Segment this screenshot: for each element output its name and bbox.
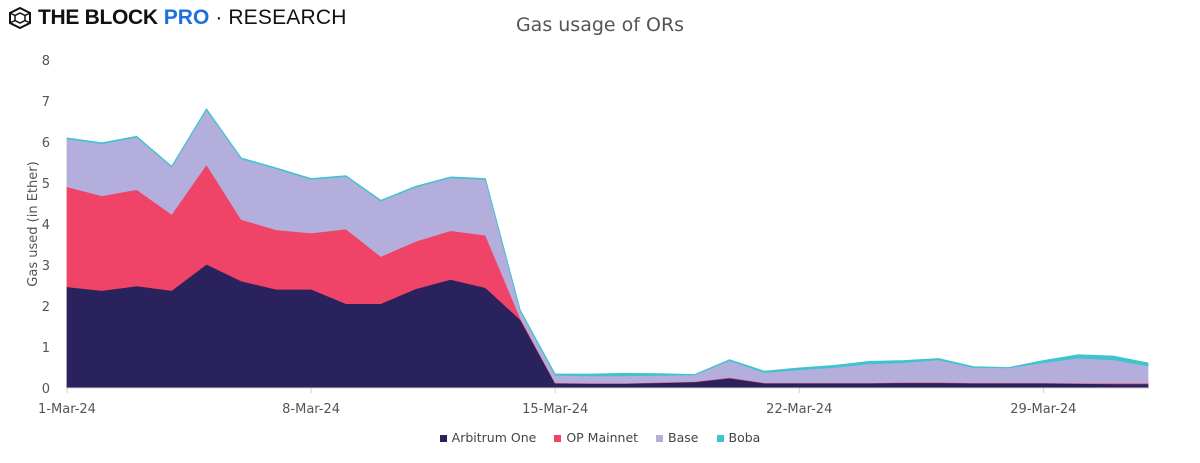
- y-axis-label: Gas used (in Ether): [26, 161, 41, 286]
- x-tick-label: 29-Mar-24: [1010, 402, 1076, 417]
- cube-logo-icon: [9, 7, 31, 29]
- x-tick-label: 1-Mar-24: [38, 402, 96, 417]
- legend-item: OP Mainnet: [554, 430, 638, 445]
- legend-label: OP Mainnet: [566, 430, 639, 445]
- chart-legend: Arbitrum One OP Mainnet Base Boba: [0, 430, 1200, 445]
- logo: THE BLOCK PRO · RESEARCH: [8, 6, 347, 30]
- y-tick-label: 1: [42, 341, 50, 356]
- y-tick-label: 3: [42, 259, 50, 274]
- legend-item: Base: [656, 430, 699, 445]
- logo-brand: THE BLOCK: [38, 6, 158, 29]
- legend-item: Boba: [716, 430, 761, 445]
- chart-title: Gas usage of ORs: [515, 14, 685, 36]
- legend-label: Arbitrum One: [451, 430, 537, 445]
- legend-label: Boba: [728, 430, 761, 445]
- y-tick-label: 4: [42, 218, 50, 233]
- y-tick-label: 8: [42, 54, 50, 69]
- area-boba: [66, 108, 1149, 377]
- y-tick-label: 7: [42, 95, 50, 110]
- logo-pro: PRO: [163, 6, 210, 29]
- logo-separator: ·: [215, 6, 223, 29]
- y-tick-label: 0: [42, 382, 50, 397]
- y-tick-label: 5: [42, 177, 50, 192]
- legend-swatch: [656, 435, 664, 442]
- x-tick-label: 8-Mar-24: [282, 402, 340, 417]
- legend-label: Base: [668, 430, 699, 445]
- x-tick-label: 22-Mar-24: [766, 402, 832, 417]
- y-tick-label: 6: [42, 136, 50, 151]
- legend-swatch: [439, 435, 447, 442]
- legend-swatch: [716, 435, 724, 442]
- x-tick-label: 15-Mar-24: [522, 402, 588, 417]
- y-tick-label: 2: [42, 300, 50, 315]
- logo-section: RESEARCH: [228, 6, 347, 29]
- legend-item: Arbitrum One: [439, 430, 537, 445]
- legend-swatch: [554, 435, 562, 442]
